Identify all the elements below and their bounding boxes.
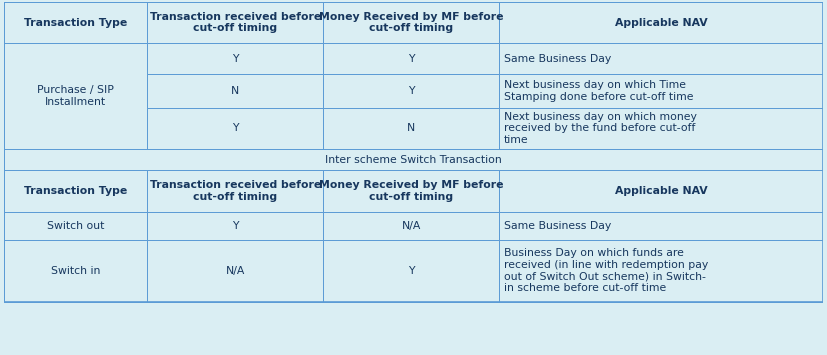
Text: Y: Y	[232, 221, 239, 231]
Text: Switch out: Switch out	[47, 221, 104, 231]
Bar	[147, 2, 323, 43]
Text: Business Day on which funds are
received (in line with redemption pay
out of Swi: Business Day on which funds are received…	[504, 248, 708, 293]
Text: Inter scheme Switch Transaction: Inter scheme Switch Transaction	[325, 154, 502, 165]
Bar	[323, 74, 500, 108]
Text: Money Received by MF before
cut-off timing: Money Received by MF before cut-off timi…	[319, 12, 504, 33]
Bar	[323, 212, 500, 240]
Text: N/A: N/A	[402, 221, 421, 231]
Text: Applicable NAV: Applicable NAV	[614, 186, 707, 196]
Bar	[147, 108, 323, 149]
Bar	[323, 108, 500, 149]
Bar	[500, 170, 823, 212]
Bar	[4, 170, 147, 212]
Bar	[147, 212, 323, 240]
Bar	[4, 240, 147, 301]
Text: Y: Y	[232, 124, 239, 133]
Text: N: N	[232, 86, 240, 96]
Bar	[323, 2, 500, 43]
Text: Y: Y	[409, 86, 414, 96]
Bar	[4, 43, 147, 149]
Bar	[323, 170, 500, 212]
Bar	[323, 240, 500, 301]
Bar	[323, 43, 500, 74]
Text: Purchase / SIP
Installment: Purchase / SIP Installment	[37, 85, 114, 107]
Bar	[500, 74, 823, 108]
Text: Y: Y	[409, 54, 414, 64]
Text: Next business day on which Time
Stamping done before cut-off time: Next business day on which Time Stamping…	[504, 80, 693, 102]
Bar	[4, 2, 823, 301]
Text: Next business day on which money
received by the fund before cut-off
time: Next business day on which money receive…	[504, 112, 696, 145]
Text: Y: Y	[409, 266, 414, 276]
Text: Same Business Day: Same Business Day	[504, 54, 611, 64]
Bar	[147, 240, 323, 301]
Bar	[4, 2, 147, 43]
Bar	[500, 240, 823, 301]
Text: Money Received by MF before
cut-off timing: Money Received by MF before cut-off timi…	[319, 180, 504, 202]
Bar	[500, 108, 823, 149]
Bar	[500, 43, 823, 74]
Text: N/A: N/A	[226, 266, 245, 276]
Text: Transaction received before
cut-off timing: Transaction received before cut-off timi…	[150, 180, 321, 202]
Bar	[147, 170, 323, 212]
Text: Switch in: Switch in	[51, 266, 100, 276]
Text: Y: Y	[232, 54, 239, 64]
Text: Applicable NAV: Applicable NAV	[614, 17, 707, 27]
Text: N: N	[408, 124, 416, 133]
Bar	[4, 212, 147, 240]
Text: Transaction Type: Transaction Type	[24, 17, 127, 27]
Bar	[147, 43, 323, 74]
Bar	[4, 149, 823, 170]
Bar	[147, 74, 323, 108]
Bar	[500, 212, 823, 240]
Text: Transaction Type: Transaction Type	[24, 186, 127, 196]
Text: Same Business Day: Same Business Day	[504, 221, 611, 231]
Bar	[500, 2, 823, 43]
Text: Transaction received before
cut-off timing: Transaction received before cut-off timi…	[150, 12, 321, 33]
